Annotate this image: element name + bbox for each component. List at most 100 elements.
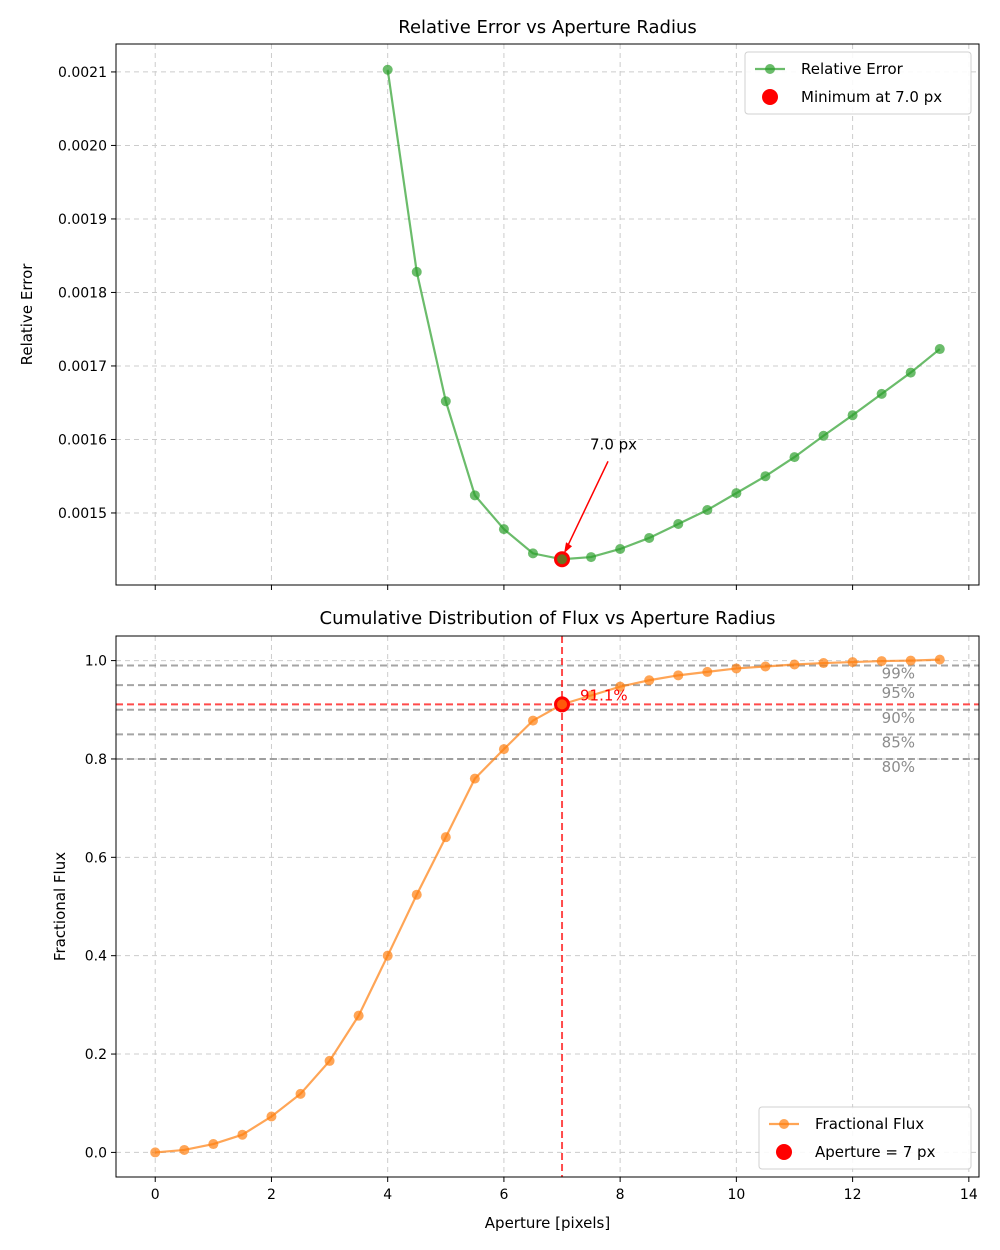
annotation-arrow	[566, 460, 609, 548]
data-point	[237, 1129, 248, 1140]
series-line	[155, 658, 940, 1154]
data-point	[615, 681, 626, 692]
data-point	[382, 64, 393, 75]
fractional-flux-chart: 80% 85% 90% 95%99% 91.1% 0 2 4 6 8 10 12 14 0.0 0.2 0…	[51, 608, 980, 1232]
highlight-data-point	[557, 699, 568, 710]
x-tick-label: 8	[616, 1187, 625, 1203]
data-point	[789, 452, 800, 463]
legend-marker-swatch	[779, 1119, 789, 1129]
data-point	[353, 1010, 364, 1021]
reference-line-label: 99%	[882, 665, 915, 683]
y-tick-label: 1.0	[85, 654, 107, 670]
legend-box	[758, 1106, 972, 1170]
relative-error-chart: 7.0 px 0.0015 0.0016 0.0017 0.0018 0.0019 0.0…	[18, 17, 980, 590]
annotation-label: 7.0 px	[590, 435, 637, 453]
highlight-data-point	[557, 554, 568, 565]
x-axis-title: Aperture [pixels]	[485, 1214, 610, 1232]
data-point	[934, 654, 945, 665]
data-point	[905, 655, 916, 666]
reference-line-label: 85%	[882, 733, 915, 751]
reference-line-label: 90%	[882, 709, 915, 727]
reference-line-label: 80%	[882, 758, 915, 776]
legend-label-highlight: Minimum at 7.0 px	[801, 88, 942, 106]
x-tick-label: 12	[844, 1187, 862, 1203]
data-point	[789, 659, 800, 670]
data-point	[440, 396, 451, 407]
data-point	[498, 524, 509, 535]
data-point	[702, 666, 713, 677]
data-point	[586, 552, 597, 563]
y-tick-label: 0.8	[85, 752, 107, 768]
data-point	[527, 715, 538, 726]
legend-label-series: Relative Error	[801, 60, 904, 78]
chart-title: Relative Error vs Aperture Radius	[398, 17, 697, 38]
x-tick-label: 14	[960, 1187, 978, 1203]
data-point	[498, 744, 509, 755]
data-point	[150, 1147, 161, 1158]
y-tick-label: 0.0016	[58, 432, 107, 448]
data-point	[876, 656, 887, 667]
y-axis-title: Relative Error	[18, 263, 36, 366]
data-point	[324, 1055, 335, 1066]
data-point	[702, 505, 713, 516]
data-point	[644, 532, 655, 543]
data-point	[527, 548, 538, 559]
y-axis-title: Fractional Flux	[51, 852, 69, 961]
data-point	[469, 490, 480, 501]
annotation-arrowhead	[564, 542, 573, 554]
series-line	[386, 69, 941, 561]
x-tick-label: 2	[267, 1187, 276, 1203]
data-point	[411, 266, 422, 277]
chart-title: Cumulative Distribution of Flux vs Apert…	[320, 608, 776, 629]
data-point	[847, 657, 858, 668]
y-tick-label: 0.0021	[58, 65, 107, 81]
data-point	[382, 950, 393, 961]
data-point	[731, 488, 742, 499]
data-point	[731, 663, 742, 674]
x-tick-label: 10	[727, 1187, 745, 1203]
data-point	[208, 1139, 219, 1150]
data-point	[760, 471, 771, 482]
x-tick-label: 4	[383, 1187, 392, 1203]
reference-line-label: 95%	[882, 684, 915, 702]
data-point	[905, 367, 916, 378]
y-tick-label: 0.2	[85, 1047, 107, 1063]
data-point	[760, 661, 771, 672]
data-point	[469, 773, 480, 784]
legend-label-highlight: Aperture = 7 px	[815, 1143, 936, 1161]
data-point	[673, 518, 684, 529]
data-point	[440, 832, 451, 843]
y-tick-label: 0.4	[85, 949, 107, 965]
y-tick-label: 0.0	[85, 1145, 107, 1161]
y-tick-label: 0.0020	[58, 138, 107, 154]
data-point	[847, 410, 858, 421]
data-point	[644, 675, 655, 686]
x-tick-label: 6	[499, 1187, 508, 1203]
data-point	[876, 388, 887, 399]
plot-frame	[115, 43, 980, 586]
data-point	[266, 1111, 277, 1122]
y-tick-label: 0.0015	[58, 506, 107, 522]
data-point	[673, 670, 684, 681]
data-point	[295, 1088, 306, 1099]
legend-label-series: Fractional Flux	[815, 1115, 924, 1133]
data-point	[411, 889, 422, 900]
legend-box	[744, 51, 972, 115]
legend-highlight-swatch	[776, 1144, 792, 1160]
legend-marker-swatch	[765, 64, 775, 74]
data-point	[818, 430, 829, 441]
annotation-label: 91.1%	[580, 686, 628, 704]
plot-frame	[115, 635, 980, 1178]
x-tick-label: 0	[151, 1187, 160, 1203]
y-tick-label: 0.0019	[58, 212, 107, 228]
data-point	[615, 543, 626, 554]
data-point	[586, 690, 597, 701]
data-point	[179, 1144, 190, 1155]
y-tick-label: 0.0018	[58, 285, 107, 301]
y-tick-label: 0.6	[85, 850, 107, 866]
data-point	[934, 344, 945, 355]
y-tick-label: 0.0017	[58, 359, 107, 375]
legend-highlight-swatch	[762, 89, 778, 105]
data-point	[818, 658, 829, 669]
